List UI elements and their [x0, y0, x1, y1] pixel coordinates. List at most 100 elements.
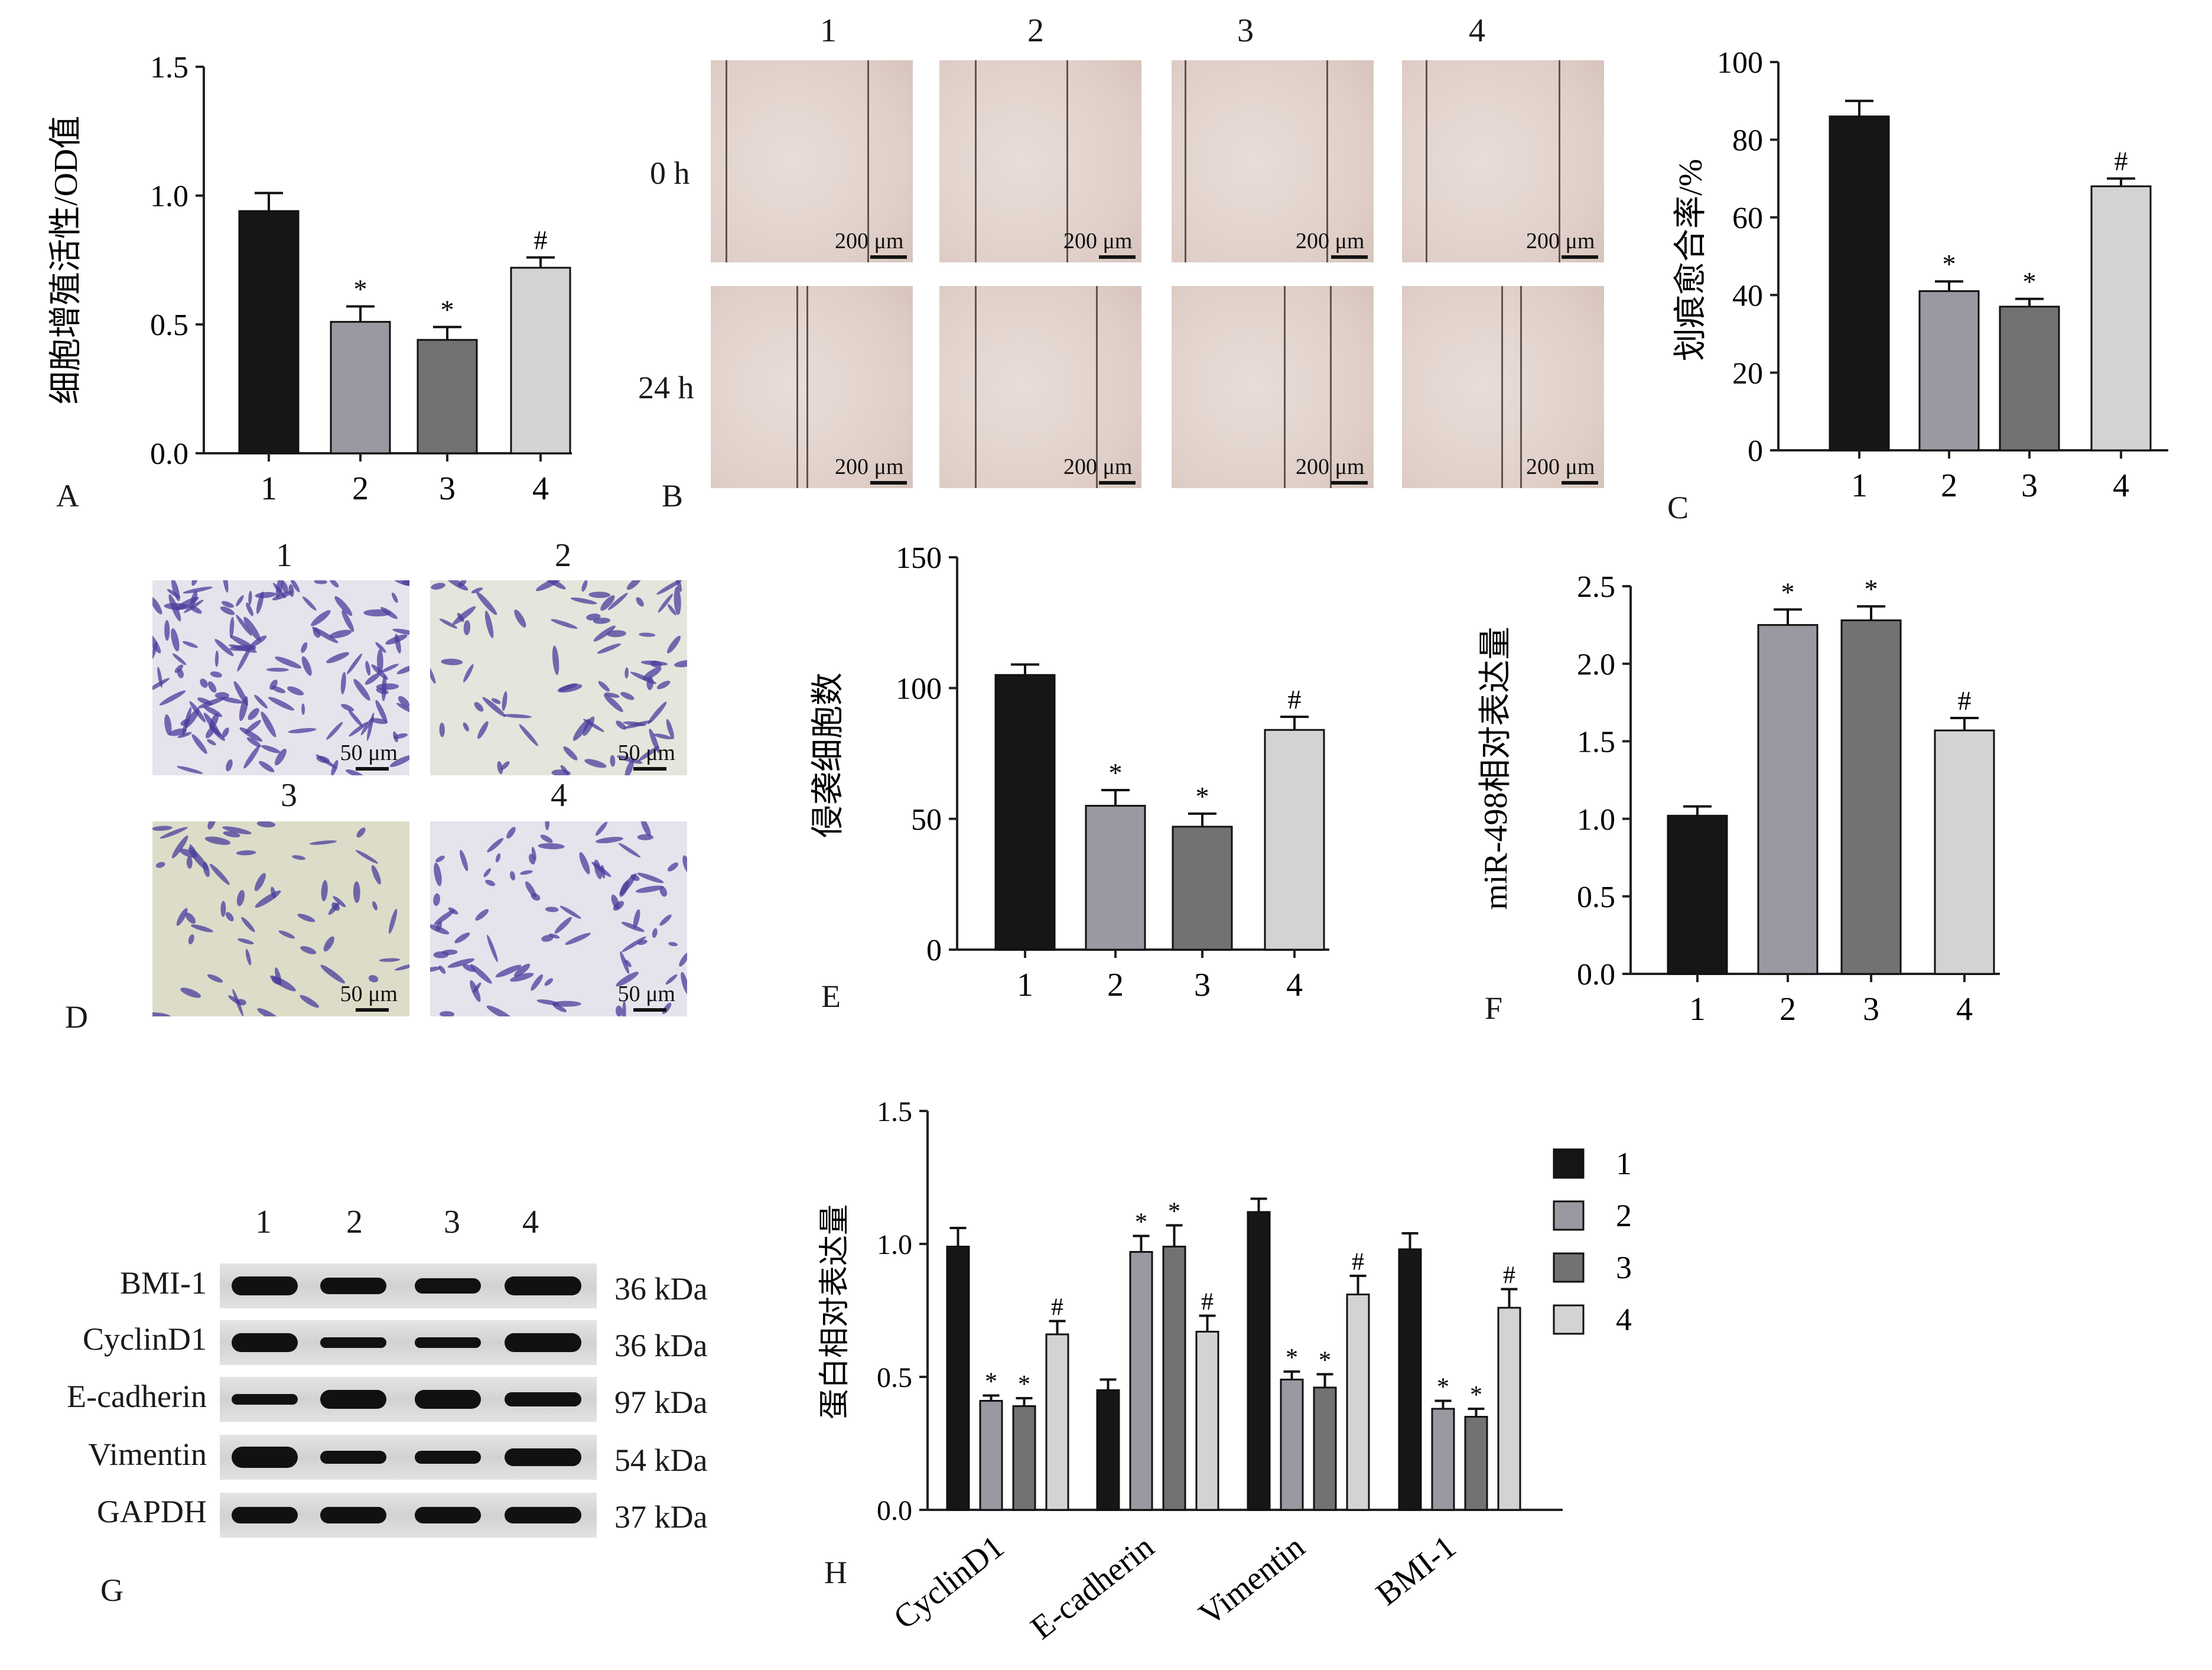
significance-mark: * [1286, 1344, 1298, 1372]
cell-blob [341, 610, 354, 632]
blot-band [505, 1276, 581, 1295]
x-tick-label: 2 [352, 470, 369, 507]
blot-band [415, 1507, 481, 1523]
cell-blob [157, 667, 162, 688]
cell-blob [259, 761, 275, 772]
cell-blob [226, 912, 234, 922]
cell-blob [171, 628, 180, 652]
cell-blob [675, 580, 682, 592]
cell-blob [491, 698, 501, 704]
cell-blob [189, 701, 206, 723]
cell-blob [236, 890, 245, 907]
transwell-image: 50 μm [430, 821, 687, 1016]
cell-blob [500, 761, 510, 770]
bar [1346, 1294, 1370, 1511]
significance-mark: # [1051, 1294, 1063, 1321]
cell-blob [214, 639, 234, 657]
cell-blob [640, 660, 668, 666]
blot-band [320, 1278, 386, 1294]
cell-blob [473, 982, 482, 993]
bar [1667, 814, 1728, 975]
cell-blob [495, 853, 501, 863]
blot-band [415, 1390, 481, 1409]
cell-blob [372, 901, 378, 911]
cell-blob [164, 620, 170, 641]
cell-blob [315, 754, 337, 769]
cell-blob [183, 586, 213, 594]
cell-blob [255, 890, 281, 908]
cell-blob [353, 678, 370, 701]
scratch-edge-line [1559, 60, 1560, 262]
y-tick-label: 0.0 [150, 437, 188, 471]
scale-bar-line [1562, 481, 1598, 485]
scale-bar: 200 μm [1526, 454, 1598, 485]
blot-band [320, 1507, 386, 1523]
cell-blob [531, 974, 544, 991]
cell-blob [474, 702, 484, 712]
bar [1085, 805, 1146, 951]
cell-blob [439, 722, 445, 737]
bar [1195, 1331, 1219, 1511]
scale-bar: 200 μm [835, 228, 907, 259]
scale-bar-line [1331, 481, 1368, 485]
panel-D-title-4: 4 [551, 777, 567, 814]
x-tick-label: 1 [261, 470, 277, 507]
cell-blob [520, 870, 533, 875]
cell-blob [248, 590, 252, 606]
scale-bar: 200 μm [1063, 454, 1136, 485]
bar [1172, 826, 1233, 951]
cell-blob [256, 821, 276, 828]
cell-blob [241, 917, 255, 933]
cell-blob [189, 844, 198, 857]
cell-blob [183, 599, 204, 613]
cell-blob [288, 584, 294, 597]
cell-blob [270, 975, 296, 992]
cell-blob [326, 652, 350, 664]
cell-blob [454, 932, 470, 944]
significance-mark: * [1865, 574, 1878, 604]
cell-blob [261, 711, 276, 737]
cell-blob [604, 692, 620, 698]
cell-blob [288, 728, 317, 733]
cell-blob [266, 668, 289, 672]
bar [1129, 1251, 1153, 1511]
significance-mark: * [2023, 267, 2037, 297]
cell-blob [588, 592, 610, 598]
cell-blob [191, 580, 198, 586]
cell-blob [439, 618, 458, 629]
cell-blob [681, 972, 687, 995]
cell-blob [536, 999, 559, 1005]
cell-blob [381, 664, 399, 672]
panel-D-title-2: 2 [555, 537, 571, 574]
cell-blob [334, 596, 353, 616]
cell-blob [563, 746, 578, 761]
significance-mark: * [985, 1369, 997, 1396]
bar [1398, 1248, 1422, 1511]
cell-blob [346, 769, 364, 775]
x-tick-label: 4 [1286, 967, 1303, 1003]
scale-bar-label: 200 μm [835, 454, 904, 479]
chart-H-protein-expression: 0.0 0.5 1.0 1.5 蛋白相对表达量 * * # CyclinD1 * * # E-cadhe… [818, 1096, 1632, 1647]
cell-blob [598, 681, 610, 692]
cell-blob [497, 761, 503, 775]
cell-blob [380, 607, 398, 619]
significance-mark: * [441, 294, 454, 324]
y-tick-label: 0.0 [877, 1495, 912, 1526]
cell-blob [164, 714, 172, 736]
chart-E-invasion-count: 0 50 100 150 侵袭细胞数 1 * 2 * 3 #4 [810, 541, 1329, 1003]
cell-blob [257, 1008, 279, 1016]
significance-mark: # [1958, 685, 1972, 716]
x-tick-label: 2 [1780, 991, 1796, 1028]
cell-blob [245, 948, 252, 966]
cell-blob [471, 587, 483, 594]
cell-blob [463, 964, 476, 972]
cell-blob [674, 659, 687, 668]
cell-blob [445, 580, 469, 591]
cell-blob [182, 641, 199, 648]
significance-mark: * [1109, 758, 1123, 788]
cell-blob [610, 755, 616, 767]
cell-blob [167, 589, 181, 599]
y-axis-label: 侵袭细胞数 [810, 672, 847, 838]
cell-blob [552, 645, 559, 675]
transwell-image: 50 μm [152, 821, 409, 1016]
